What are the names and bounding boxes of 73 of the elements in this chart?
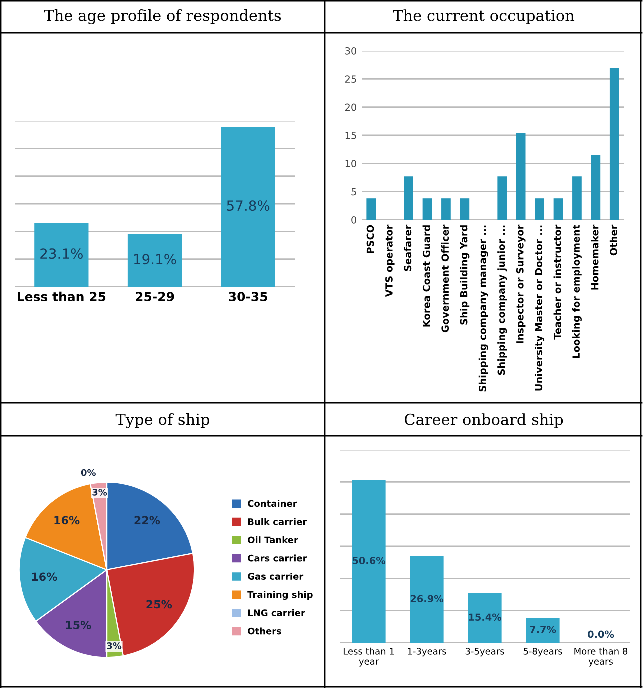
data-label: 15.4% bbox=[469, 614, 502, 622]
x-tick-label: 1-3years bbox=[408, 648, 446, 657]
data-label: 22% bbox=[134, 516, 160, 525]
y-tick-label: 30 bbox=[346, 47, 356, 55]
bar bbox=[572, 176, 582, 220]
x-tick-label: University Master or Doctor ... bbox=[535, 226, 545, 391]
x-tick-label: Shipping company junior ... bbox=[498, 226, 508, 376]
y-tick-label: 15 bbox=[346, 132, 356, 140]
bar bbox=[591, 155, 601, 220]
x-tick-label: Less than 1 year bbox=[344, 648, 394, 667]
bar bbox=[535, 198, 544, 220]
data-label: 16% bbox=[32, 572, 58, 582]
data-label: 25% bbox=[146, 600, 172, 609]
y-tick-label: 20 bbox=[345, 104, 356, 112]
bar bbox=[554, 198, 564, 220]
data-label: 26.9% bbox=[410, 595, 444, 603]
legend-label: Bulk carrier bbox=[248, 518, 308, 526]
y-tick-label: 10 bbox=[346, 160, 356, 168]
legend-label: Oil Tanker bbox=[248, 536, 298, 544]
x-tick-label: Teacher or instructor bbox=[554, 224, 562, 340]
chart-title: The age profile of respondents bbox=[44, 10, 282, 24]
x-tick-label: Seafarer bbox=[404, 224, 412, 272]
x-tick-label: Ship Building Yard bbox=[460, 226, 470, 325]
data-label: 3% bbox=[92, 489, 108, 496]
bar bbox=[442, 198, 451, 220]
data-label: 57.8% bbox=[227, 200, 270, 212]
legend-label: Others bbox=[248, 628, 282, 635]
chart-title: Career onboard ship bbox=[404, 414, 564, 428]
bar bbox=[366, 198, 376, 220]
legend-label: LNG carrier bbox=[248, 609, 306, 616]
x-tick-label: Korea Coast Guard bbox=[422, 226, 430, 327]
x-tick-label: Homemaker bbox=[591, 224, 599, 290]
x-tick-label: Less than 25 bbox=[18, 292, 106, 302]
data-label: 19.1% bbox=[134, 254, 176, 265]
legend-label: Gas carrier bbox=[248, 572, 304, 580]
y-tick-label: 25 bbox=[345, 76, 356, 83]
data-label: 15% bbox=[66, 621, 92, 630]
data-label: 50.6% bbox=[352, 557, 386, 564]
x-tick-label: More than 8 years bbox=[574, 648, 628, 667]
data-label: 3% bbox=[107, 642, 122, 650]
bar bbox=[498, 176, 508, 220]
bar bbox=[410, 556, 444, 643]
x-tick-label: PSCO bbox=[366, 225, 374, 254]
x-tick-label: 5-8years bbox=[524, 648, 562, 657]
x-tick-label: VTS operator bbox=[386, 224, 395, 298]
y-tick-label: 0 bbox=[352, 216, 356, 224]
x-tick-label: Looking for employment bbox=[572, 225, 582, 358]
data-label: 16% bbox=[54, 516, 80, 525]
x-tick-label: 3-5years bbox=[466, 648, 504, 657]
data-label: 7.7% bbox=[530, 626, 556, 634]
legend-label: Training ship bbox=[248, 591, 313, 600]
bar bbox=[352, 480, 386, 643]
y-tick-label: 5 bbox=[352, 188, 356, 196]
bar bbox=[526, 618, 560, 643]
chart-title: The current occupation bbox=[393, 10, 575, 24]
x-tick-label: Other bbox=[610, 224, 618, 256]
bar bbox=[468, 593, 502, 643]
bar bbox=[422, 198, 432, 220]
bar bbox=[516, 133, 526, 220]
data-label: 23.1% bbox=[40, 248, 83, 260]
x-tick-label: Government Officer bbox=[442, 224, 450, 333]
bar bbox=[610, 68, 620, 220]
x-tick-label: Inspector or Surveyor bbox=[516, 224, 526, 344]
x-tick-label: 25-29 bbox=[136, 292, 174, 302]
data-label: 0.0% bbox=[588, 630, 614, 638]
bar bbox=[460, 198, 470, 220]
legend-label: Container bbox=[248, 500, 298, 508]
chart-title: Type of ship bbox=[116, 414, 210, 428]
legend-label: Cars carrier bbox=[248, 554, 308, 562]
x-tick-label: 30-35 bbox=[229, 292, 268, 302]
bar bbox=[404, 176, 414, 220]
text: 0% bbox=[81, 469, 96, 476]
x-tick-label: Shipping company manager ... bbox=[478, 226, 488, 392]
